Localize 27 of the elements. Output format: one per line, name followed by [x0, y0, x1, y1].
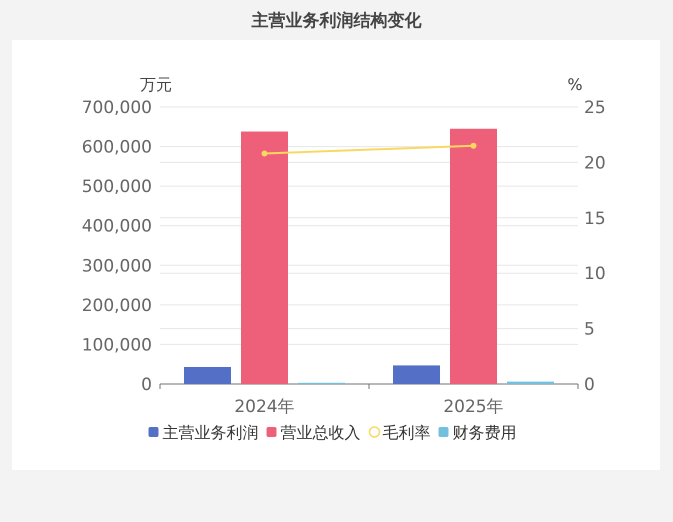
- x-tick-label: 2025年: [443, 397, 504, 417]
- y2-tick-label: 0: [584, 375, 595, 395]
- legend-label: 毛利率: [382, 423, 430, 442]
- y2-tick-label: 20: [584, 153, 606, 174]
- y-axis-title: 万元: [140, 75, 172, 94]
- y-tick-label: 600,000: [82, 138, 152, 158]
- y2-tick-label: 15: [584, 208, 606, 229]
- legend-label: 主营业务利润: [162, 423, 258, 442]
- y2-axis-title: %: [567, 75, 583, 94]
- y2-tick-label: 25: [584, 98, 606, 118]
- bar: [241, 132, 288, 384]
- y-tick-label: 0: [141, 375, 152, 395]
- y-tick-label: 400,000: [82, 216, 152, 237]
- y2-tick-label: 10: [584, 264, 606, 284]
- y2-tick-label: 5: [584, 320, 595, 340]
- y-tick-label: 100,000: [82, 335, 152, 356]
- bar: [393, 365, 440, 384]
- legend-label: 营业总收入: [280, 423, 360, 442]
- y-tick-label: 200,000: [82, 296, 152, 316]
- legend-label: 财务费用: [452, 423, 516, 442]
- y-tick-label: 500,000: [82, 177, 152, 198]
- bar: [184, 366, 231, 384]
- chart-title: 主营业务利润结构变化: [250, 11, 422, 31]
- y-tick-label: 700,000: [82, 98, 152, 118]
- x-tick-label: 2024年: [234, 397, 295, 417]
- bar: [450, 128, 497, 384]
- y-tick-label: 300,000: [82, 256, 152, 276]
